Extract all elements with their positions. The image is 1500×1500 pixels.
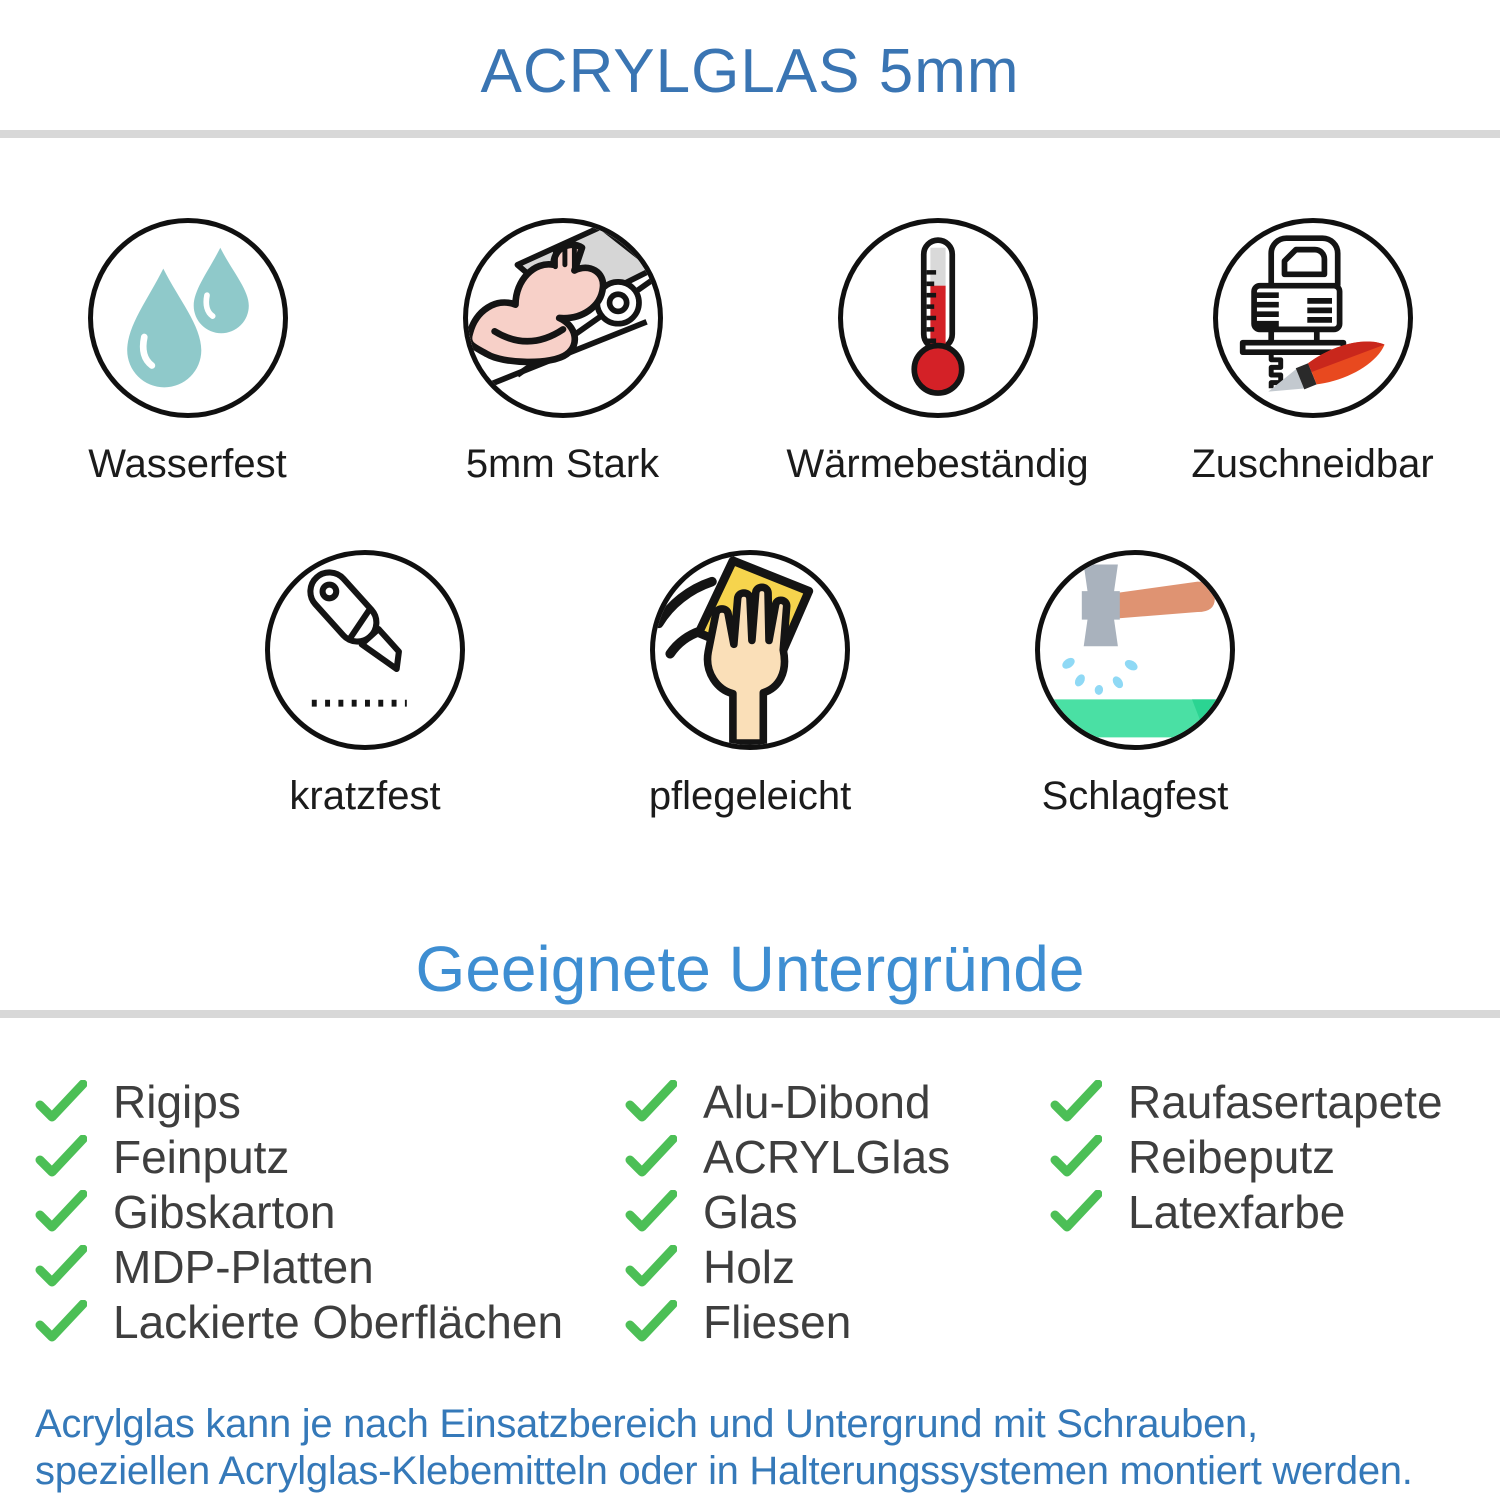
mounting-note-line2: speziellen Acrylglas-Klebemitteln oder i… [35,1449,1413,1493]
hammer-icon [1035,550,1235,750]
list-item: Feinputz [35,1129,625,1184]
list-item: MDP-Platten [35,1239,625,1294]
feature-easy-care: pflegeleicht [585,550,915,818]
list-item-label: MDP-Platten [113,1240,374,1293]
list-item-label: ACRYLGlas [703,1130,951,1183]
check-icon [625,1244,677,1286]
feature-row-2: kratzfest pflegeleicht [0,550,1500,818]
water-drops-icon [87,218,288,418]
list-item: ACRYLGlas [625,1129,1050,1184]
list-item: Gibskarton [35,1184,625,1239]
checklist-column-2: Alu-Dibond ACRYLGlas Glas Holz Fliesen [625,1074,1050,1349]
list-item-label: Feinputz [113,1130,290,1183]
list-item: Latexfarbe [1050,1184,1500,1239]
page-title: ACRYLGLAS 5mm [480,37,1020,106]
mounting-note: Acrylglas kann je nach Einsatzbereich un… [0,1401,1500,1495]
feature-row-1: Wasserfest 5mm Stark [0,218,1500,486]
feature-waterproof: Wasserfest [0,218,375,486]
feature-label: Wasserfest [88,442,287,486]
check-icon [625,1079,677,1121]
list-item-label: Alu-Dibond [703,1075,931,1128]
list-item: Rigips [35,1074,625,1129]
feature-cuttable: Zuschneidbar [1125,218,1500,486]
feature-impact-proof: Schlagfest [970,550,1300,818]
mounting-note-line1: Acrylglas kann je nach Einsatzbereich un… [35,1402,1258,1446]
feature-scratch-proof: kratzfest [200,550,530,818]
list-item-label: Glas [703,1185,798,1238]
wiping-hand-icon [650,550,850,750]
checklist-column-1: Rigips Feinputz Gibskarton MDP-Platten L… [35,1074,625,1349]
list-item-label: Holz [703,1240,796,1293]
check-icon [625,1189,677,1231]
utility-knife-icon [265,550,465,750]
list-item-label: Lackierte Oberflächen [113,1295,564,1348]
feature-label: Zuschneidbar [1191,442,1434,486]
list-item-label: Reibeputz [1128,1130,1336,1183]
list-item-label: Rigips [113,1075,241,1128]
check-icon [1050,1134,1102,1176]
list-item-label: Fliesen [703,1295,852,1348]
thermometer-icon [837,218,1038,418]
list-item-label: Raufasertapete [1128,1075,1443,1128]
check-icon [625,1299,677,1341]
feature-label: Schlagfest [1041,774,1229,818]
muscle-arm-icon [462,218,663,418]
list-item: Raufasertapete [1050,1074,1500,1129]
check-icon [35,1079,87,1121]
section-heading: Geeignete Untergründe [415,933,1085,1005]
jigsaw-icon [1212,218,1413,418]
list-item-label: Gibskarton [113,1185,336,1238]
feature-label: pflegeleicht [648,774,852,818]
check-icon [35,1134,87,1176]
list-item: Reibeputz [1050,1129,1500,1184]
divider-bar [0,1010,1500,1018]
check-icon [35,1189,87,1231]
list-item: Lackierte Oberflächen [35,1294,625,1349]
feature-label: Wärmebeständig [786,442,1089,486]
feature-heat-resistant: Wärmebeständig [750,218,1125,486]
list-item: Fliesen [625,1294,1050,1349]
check-icon [1050,1079,1102,1121]
list-item: Glas [625,1184,1050,1239]
list-item: Holz [625,1239,1050,1294]
checklist-column-3: Raufasertapete Reibeputz Latexfarbe [1050,1074,1500,1349]
list-item-label: Latexfarbe [1128,1185,1346,1238]
check-icon [35,1299,87,1341]
feature-label: 5mm Stark [465,442,660,486]
check-icon [35,1244,87,1286]
feature-strength: 5mm Stark [375,218,750,486]
divider-bar [0,130,1500,138]
feature-label: kratzfest [289,774,441,818]
check-icon [625,1134,677,1176]
subsurface-checklist: Rigips Feinputz Gibskarton MDP-Platten L… [0,1074,1500,1349]
check-icon [1050,1189,1102,1231]
list-item: Alu-Dibond [625,1074,1050,1129]
